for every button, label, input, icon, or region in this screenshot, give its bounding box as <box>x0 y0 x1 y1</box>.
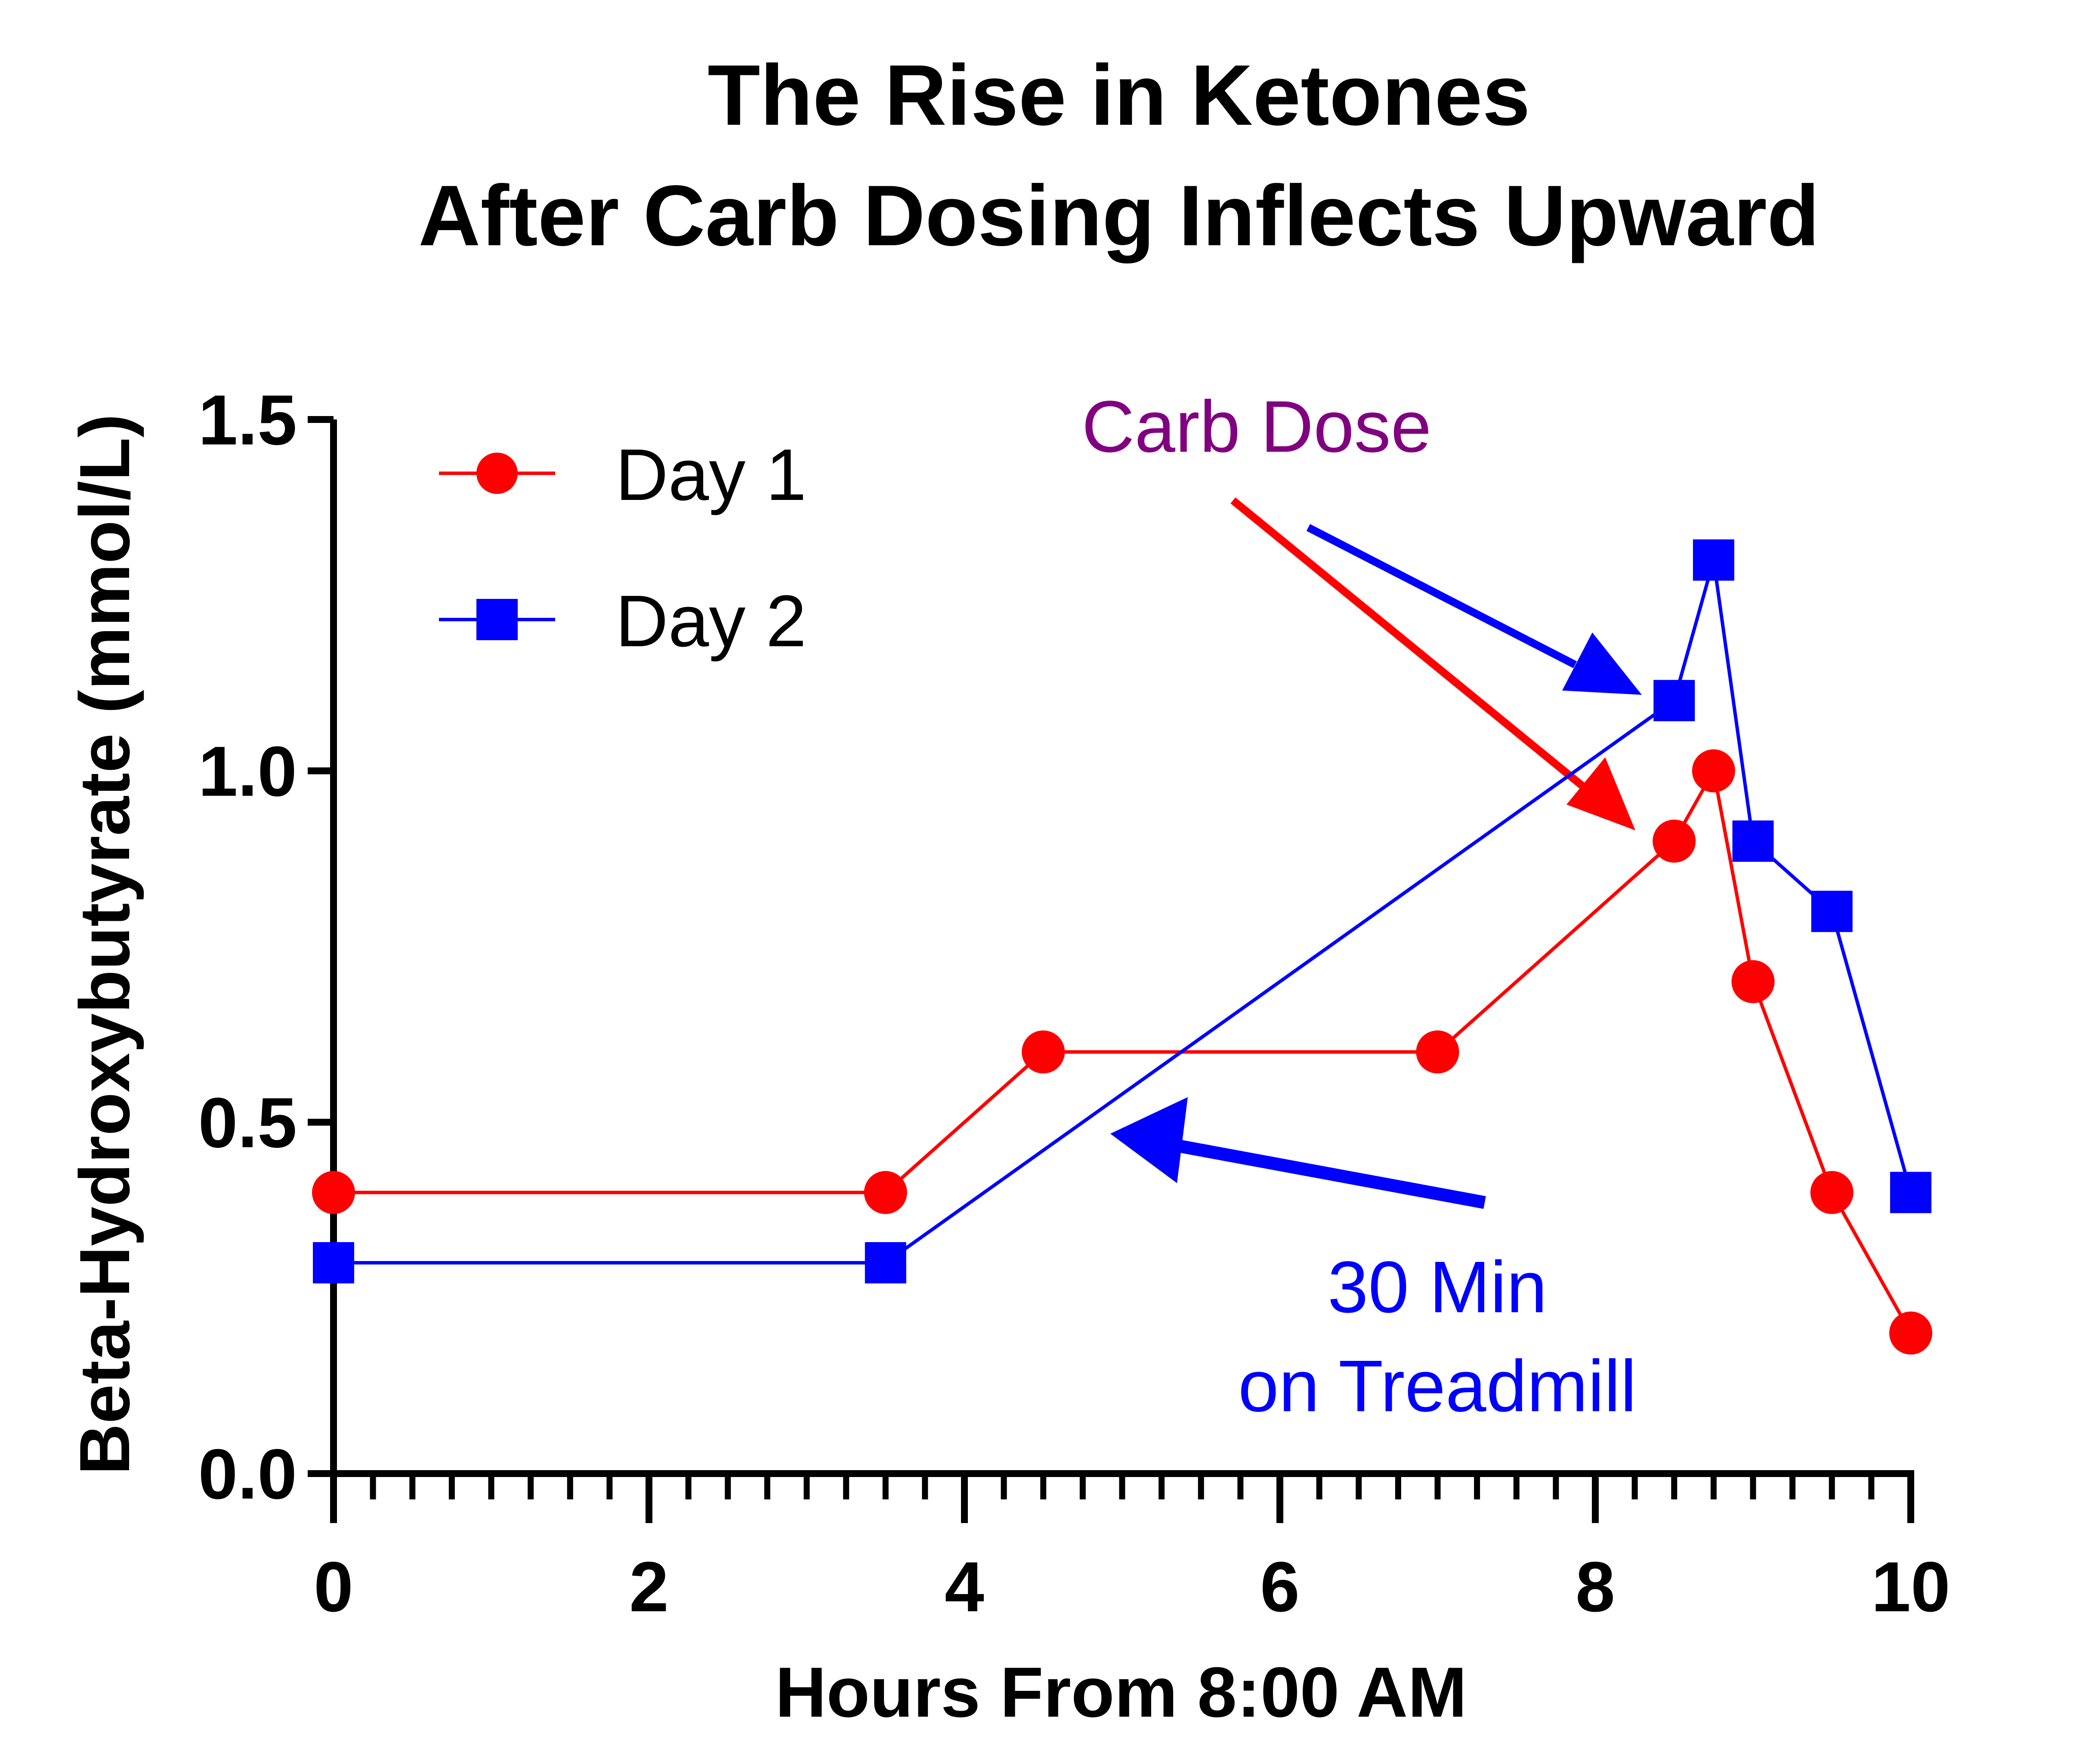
annotation-treadmill-line-1: 30 Min <box>1328 1246 1547 1328</box>
data-point-day-2 <box>313 1242 354 1283</box>
data-point-day-2 <box>1811 891 1853 932</box>
data-point-day-1 <box>1889 1311 1932 1355</box>
legend-marker-day1 <box>476 453 518 494</box>
x-axis-label: Hours From 8:00 AM <box>775 1653 1467 1732</box>
y-tick-label: 0.5 <box>198 1083 297 1162</box>
data-point-day-1 <box>1416 1030 1459 1073</box>
chart-title-line-1: The Rise in Ketones <box>707 47 1530 143</box>
data-point-day-2 <box>1890 1172 1931 1213</box>
data-point-day-1 <box>1731 960 1775 1003</box>
data-point-day-2 <box>1732 820 1774 862</box>
data-point-day-2 <box>1653 680 1695 722</box>
annotation-arrows <box>1110 497 1642 1209</box>
x-tick-label: 2 <box>629 1547 669 1626</box>
annotation-treadmill-line-2: on Treadmill <box>1238 1345 1637 1427</box>
carb-dose-arrowhead-blue <box>1562 632 1642 695</box>
treadmill-arrow <box>1169 1138 1486 1209</box>
carb-dose-arrowhead-red <box>1566 757 1635 830</box>
y-tick-label: 0.0 <box>198 1434 297 1514</box>
y-tick-label: 1.0 <box>198 732 297 811</box>
x-tick-label: 0 <box>314 1547 353 1626</box>
annotation-carb-dose: Carb Dose <box>1082 386 1432 468</box>
series <box>312 539 1932 1355</box>
axes: 0.0 0.5 1.0 1.5 0 2 4 6 8 10 <box>198 380 1950 1626</box>
series-line-day-2 <box>334 558 1912 1264</box>
x-tick-label: 6 <box>1260 1547 1300 1626</box>
chart-title-line-2: After Carb Dosing Inflects Upward <box>418 168 1820 264</box>
data-point-day-1 <box>1692 749 1735 793</box>
data-point-day-1 <box>312 1171 355 1214</box>
data-point-day-1 <box>1810 1171 1854 1214</box>
legend-label-day1: Day 1 <box>615 434 806 516</box>
data-point-day-2 <box>865 1242 906 1283</box>
data-point-day-1 <box>1653 820 1696 863</box>
x-tick-label: 4 <box>945 1547 984 1626</box>
legend: Day 1 Day 2 <box>439 434 806 662</box>
data-point-day-1 <box>864 1171 907 1214</box>
x-tick-label: 8 <box>1576 1547 1615 1626</box>
data-point-day-2 <box>1693 539 1734 581</box>
treadmill-arrowhead <box>1110 1097 1188 1183</box>
data-point-day-1 <box>1022 1030 1065 1073</box>
carb-dose-arrow-blue <box>1306 524 1577 669</box>
legend-marker-day2 <box>476 599 518 640</box>
legend-label-day2: Day 2 <box>615 580 806 662</box>
y-tick-label: 1.5 <box>198 380 297 460</box>
x-tick-label: 10 <box>1871 1547 1950 1626</box>
carb-dose-arrow-red <box>1230 497 1608 808</box>
y-axis-label: Beta-Hydroxybutyrate (mmol/L) <box>65 414 144 1475</box>
